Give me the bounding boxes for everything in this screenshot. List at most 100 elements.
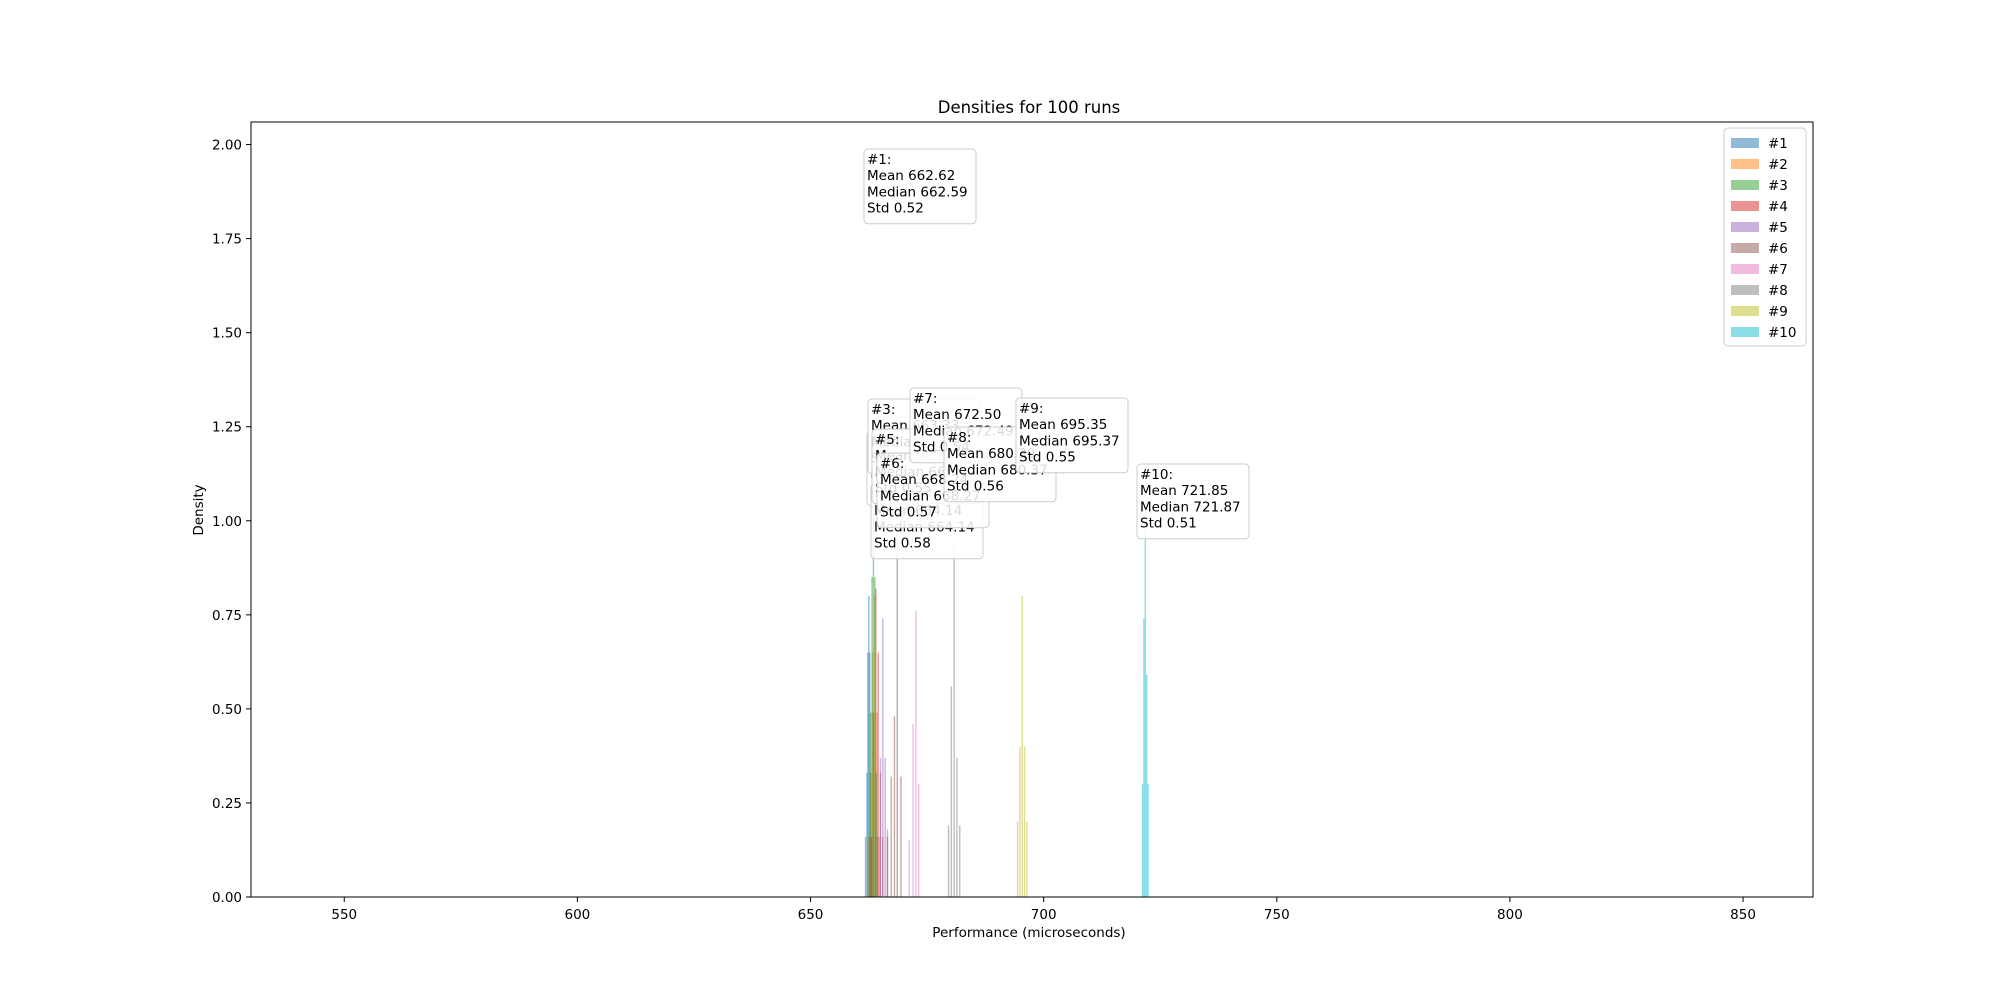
legend-label-6: #6 [1768,241,1788,257]
y-tick-label: 1.00 [212,514,242,530]
x-tick-label: 800 [1497,907,1523,923]
legend-swatch-4 [1731,201,1759,211]
axes: 550 600 650 700 750 800 850 0.00 0.25 0.50 0.75 1.0… [212,121,1814,923]
y-tick-label: 0.75 [212,608,242,624]
y-tick-label: 2.00 [212,138,242,154]
bar-series-8-bin-3 [953,547,955,897]
bar-series-3-bin-3 [871,577,873,897]
annotation-line: Mean 695.35 [1019,417,1107,433]
bar-series-3-bin-5 [874,577,876,897]
x-tick-label: 550 [331,907,357,923]
bar-series-9-bin-3 [1021,596,1023,897]
plot-frame [250,121,1814,898]
x-axis-label: Performance (microseconds) [932,925,1125,941]
legend-swatch-8 [1731,285,1759,295]
legend-label-2: #2 [1768,157,1788,173]
bar-series-5-bin-1 [875,836,877,897]
y-tick-label: 0.50 [212,702,242,718]
legend-swatch-10 [1731,327,1759,337]
legend-label-9: #9 [1768,304,1788,320]
bar-series-7-bin-3 [915,611,917,897]
legend-label-3: #3 [1768,178,1788,194]
bar-series-4-bin-2 [872,712,875,897]
y-axis-label: Density [191,484,207,535]
bar-series-5-bin-4 [884,757,886,897]
legend-swatch-7 [1731,264,1759,274]
annotation-line: #8: [947,430,971,446]
bar-series-4-bin-3 [875,588,877,897]
annotation-line: Median 721.87 [1140,499,1241,515]
annotation-line: Std 0.58 [874,536,931,552]
annotation-line: #9: [1019,401,1043,417]
chart-title: Densities for 100 runs [938,98,1121,117]
y-tick-label: 1.50 [212,326,242,342]
bar-series-8-bin-1 [947,825,950,897]
legend-label-7: #7 [1768,262,1788,278]
bar-series-6-bin-3 [893,716,896,897]
x-tick-label: 650 [798,907,824,923]
bar-series-4-bin-1 [870,836,872,897]
annotation-line: Std 0.55 [1019,450,1076,466]
legend-label-5: #5 [1768,220,1788,236]
bar-series-1-bin-1 [864,836,867,897]
bar-series-9-bin-1 [1016,821,1019,897]
bar-series-3-bin-2 [869,712,872,897]
bar-series-4-bin-4 [877,652,879,897]
bar-series-7-bin-1 [908,840,911,897]
legend-swatch-9 [1731,306,1759,316]
annotation-line: Std 0.51 [1140,516,1197,532]
bar-series-5-bin-3 [882,618,884,897]
bar-series-10-bin-4 [1146,675,1148,897]
annotation-line: Median 695.37 [1019,433,1120,449]
bar-series-8-bin-4 [956,757,958,897]
annotation-line: Median 662.59 [867,184,968,200]
bar-series-1-bin-4 [868,596,870,897]
bar-series-6-bin-2 [890,776,892,897]
legend-swatch-5 [1731,222,1759,232]
bar-series-6-bin-1 [886,836,889,897]
bar-series-1-bin-2 [866,772,868,897]
bar-series-10-bin-3 [1144,505,1147,897]
legend-label-8: #8 [1768,283,1788,299]
bar-series-9-bin-2 [1019,746,1021,897]
annotation-box [1136,463,1250,540]
annotation-line: #1: [867,152,891,168]
annotation-line: #5: [875,432,899,448]
bar-series-2-bin-6 [878,836,881,897]
y-tick-label: 1.25 [212,420,242,436]
bar-series-2-bin-1 [867,836,869,897]
legend: #1 #2 #3 #4 #5 #6 #7 #8 #9 #10 [1723,127,1807,347]
annotation-line: Std 0.57 [880,505,937,521]
legend-swatch-3 [1731,180,1759,190]
x-tick-label: 700 [1031,907,1057,923]
annotation-line: Mean 662.62 [867,168,955,184]
bar-series-9-bin-4 [1023,746,1026,897]
annotation-line: #10: [1140,467,1173,483]
legend-label-10: #10 [1768,325,1797,341]
bar-series-3-bin-1 [868,836,870,897]
histogram-bars [864,505,1149,897]
bar-series-9-bin-5 [1026,821,1028,897]
annotation-box [863,148,977,225]
annotation-line: #7: [913,391,937,407]
legend-swatch-2 [1731,159,1759,169]
y-tick-label: 1.75 [212,232,242,248]
x-tick-label: 850 [1730,907,1756,923]
legend-swatch-6 [1731,243,1759,253]
bar-series-10-bin-1 [1141,784,1144,897]
bar-series-6-bin-5 [900,776,902,897]
annotation-line: Std 0.56 [947,479,1004,495]
annotation-line: Mean 680.39 [947,446,1035,462]
annotation-line: Mean 672.50 [913,407,1001,423]
bar-series-5-bin-2 [879,757,882,897]
bar-series-10-bin-5 [1147,784,1149,897]
y-tick-label: 0.25 [212,796,242,812]
bar-series-8-bin-5 [959,825,961,897]
x-tick-label: 600 [564,907,590,923]
annotation-line: Mean 721.85 [1140,483,1228,499]
annotation-line: Std 0.52 [867,201,924,217]
